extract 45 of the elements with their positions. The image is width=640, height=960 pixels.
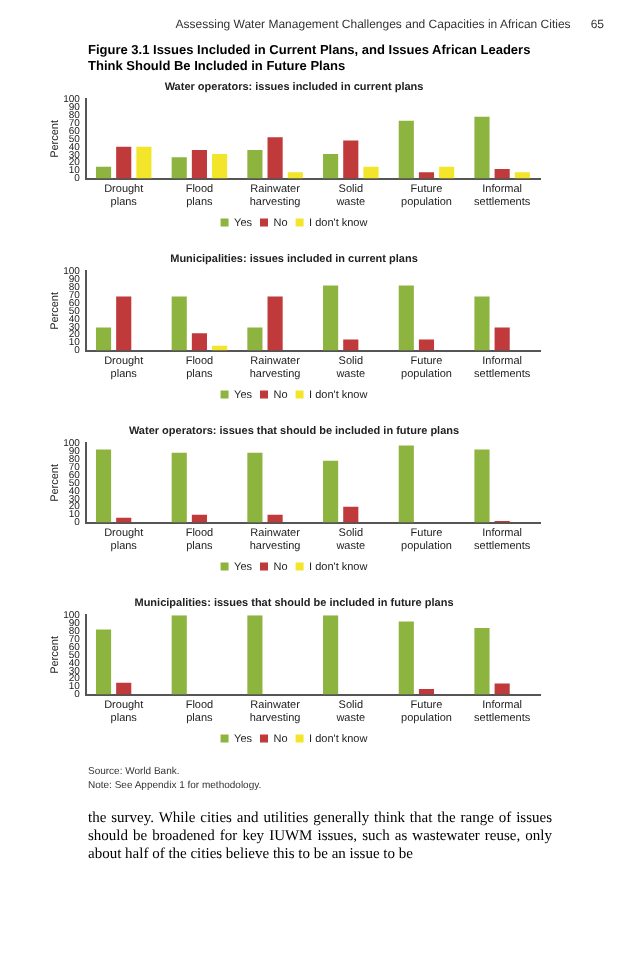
bar xyxy=(247,452,263,523)
bar xyxy=(171,452,187,523)
bar xyxy=(494,327,510,351)
bar xyxy=(171,296,187,351)
bar xyxy=(171,615,187,695)
bar xyxy=(116,296,132,351)
bar xyxy=(116,682,132,695)
bar xyxy=(398,285,414,351)
bar xyxy=(212,153,228,179)
bar xyxy=(287,172,303,179)
bar xyxy=(171,157,187,179)
bar xyxy=(191,150,207,179)
bar xyxy=(267,137,283,179)
bar xyxy=(494,683,510,695)
bar xyxy=(323,153,339,179)
bar xyxy=(474,627,490,695)
bar xyxy=(474,449,490,523)
bar xyxy=(267,296,283,351)
bar xyxy=(418,339,435,351)
bar xyxy=(343,140,359,179)
bar xyxy=(95,327,112,351)
bar xyxy=(323,615,339,695)
bar xyxy=(398,445,414,523)
bar xyxy=(247,615,263,695)
bar xyxy=(343,506,359,523)
bar xyxy=(398,120,414,179)
bar xyxy=(323,460,339,523)
bar xyxy=(474,116,490,179)
bar xyxy=(363,166,379,179)
bar xyxy=(95,629,112,695)
bar xyxy=(514,172,530,179)
bar xyxy=(398,621,414,695)
bar xyxy=(474,296,490,351)
bar xyxy=(343,339,359,351)
bar xyxy=(418,172,435,179)
bar xyxy=(247,327,263,351)
bar xyxy=(95,166,112,179)
bar xyxy=(323,285,339,351)
bar xyxy=(494,169,510,179)
bar xyxy=(191,333,207,351)
bar xyxy=(95,449,112,523)
bar xyxy=(136,146,152,179)
bar xyxy=(247,150,263,179)
bar xyxy=(116,146,132,179)
bar xyxy=(439,166,455,179)
